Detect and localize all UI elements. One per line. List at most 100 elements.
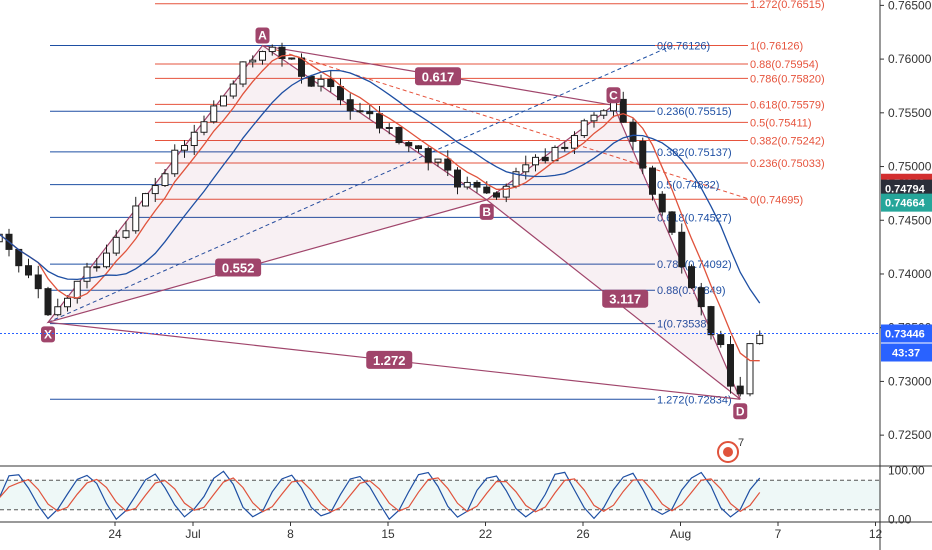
stochastic-oscillator: [0, 465, 932, 521]
fib-lower-trendline: [47, 45, 673, 323]
candle-body: [512, 171, 520, 187]
price-tag-label: 0.73446: [885, 328, 925, 340]
candle-body: [288, 57, 296, 60]
candle-body: [590, 114, 598, 122]
fib-upper-label: 0.618(0.75579): [750, 99, 825, 111]
candle-body: [44, 288, 52, 316]
candle-body: [629, 121, 637, 142]
candle-body: [541, 156, 549, 162]
candle-body: [415, 145, 422, 150]
alert-icon-core: [723, 447, 733, 457]
candle-body: [239, 61, 247, 85]
candle-body: [424, 148, 432, 163]
candle-body: [132, 205, 140, 232]
fib-lower-label: 0.5(0.74832): [657, 180, 719, 192]
candle-body: [366, 111, 374, 115]
ratio-badge: [415, 67, 461, 86]
time-tick-label: 22: [479, 527, 493, 541]
candle-body: [103, 252, 110, 268]
candle-body: [493, 192, 500, 198]
ratio-label: 0.552: [222, 261, 255, 276]
candle-body: [707, 306, 715, 336]
candle-body: [454, 169, 461, 188]
price-tick-label: 0.76000: [888, 52, 932, 66]
candle-body: [717, 334, 725, 346]
oscillator-tick-label: 0.00: [888, 513, 912, 527]
ratio-badge: [215, 258, 262, 277]
candle-body: [385, 126, 393, 129]
point-label-x: X: [44, 327, 52, 341]
candle-body: [210, 105, 218, 123]
candle-body: [259, 51, 266, 61]
candlestick-series: [0, 42, 764, 397]
candle-body: [639, 140, 647, 169]
oscillator-tick-label: 100.00: [888, 463, 925, 477]
ratio-badge: [602, 289, 649, 308]
candle-body: [688, 266, 695, 289]
candle-body: [34, 274, 42, 290]
candle-body: [268, 46, 276, 53]
time-tick-label: Jul: [185, 527, 200, 541]
candle-body: [112, 236, 120, 254]
fast-moving-average-line: [0, 54, 760, 362]
candle-body: [307, 75, 315, 87]
candle-body: [532, 156, 539, 166]
fib-upper-label: 0(0.74695): [750, 194, 803, 206]
candle-body: [463, 181, 471, 188]
candle-body: [434, 158, 442, 163]
pattern-points: X A B C D 0.552 0.617 3.117 1.272 7: [0, 27, 880, 463]
fib-lower-label: 0.88(0.73849): [657, 285, 726, 297]
candle-body: [278, 46, 286, 59]
candle-body: [161, 173, 169, 187]
price-tick-label: 0.73000: [888, 374, 932, 388]
price-tick-label: 0.75500: [888, 106, 932, 120]
candle-body: [619, 98, 627, 123]
candle-body: [356, 110, 364, 113]
price-tag-label: 0.74664: [885, 198, 926, 210]
price-tick-label: 0.74500: [888, 213, 932, 227]
countdown-tag: [881, 343, 932, 362]
candle-body: [327, 78, 335, 88]
candle-body: [483, 186, 491, 194]
price-tick-label: 0.75000: [888, 160, 932, 174]
fib-lower-label: 1(0.73538): [657, 319, 710, 331]
time-tick-label: Aug: [670, 527, 691, 541]
price-tick-label: 0.74000: [888, 267, 932, 281]
point-badge-a: [255, 27, 270, 44]
price-tick-label: 0.72500: [888, 428, 932, 442]
price-tag: [881, 193, 932, 212]
point-label-a: A: [258, 29, 267, 43]
candle-body: [678, 231, 686, 268]
oscillator-band: [0, 480, 880, 510]
ratio-label: 1.272: [373, 353, 406, 368]
fib-upper-label: 1(0.76126): [750, 41, 803, 53]
candle-body: [190, 131, 198, 147]
candle-body: [151, 185, 159, 195]
candle-body: [697, 287, 705, 308]
point-label-c: C: [609, 88, 618, 102]
time-tick-label: 24: [108, 527, 122, 541]
time-tick-label: 7: [775, 527, 782, 541]
time-tick-label: 8: [287, 527, 294, 541]
moving-averages: [0, 54, 761, 362]
fib-lower-label: 0(0.76126): [657, 41, 710, 53]
candle-body: [171, 149, 179, 175]
point-badge-d: [733, 403, 748, 420]
candle-body: [220, 95, 227, 107]
candle-body: [249, 59, 257, 63]
candle-body: [122, 230, 130, 238]
fib-lower-label: 0.786(0.74092): [657, 259, 732, 271]
fib-upper-label: 0.236(0.75033): [750, 158, 825, 170]
candle-body: [229, 83, 237, 97]
candle-body: [337, 86, 344, 101]
candle-body: [54, 306, 62, 316]
candle-body: [200, 121, 208, 133]
candle-body: [317, 78, 325, 87]
fib-lower-label: 0.618(0.74527): [657, 212, 732, 224]
candle-body: [668, 211, 676, 233]
time-tick-label: 12: [869, 527, 883, 541]
fib-upper-label: 1.272(0.76515): [750, 0, 825, 11]
candle-body: [746, 343, 754, 395]
